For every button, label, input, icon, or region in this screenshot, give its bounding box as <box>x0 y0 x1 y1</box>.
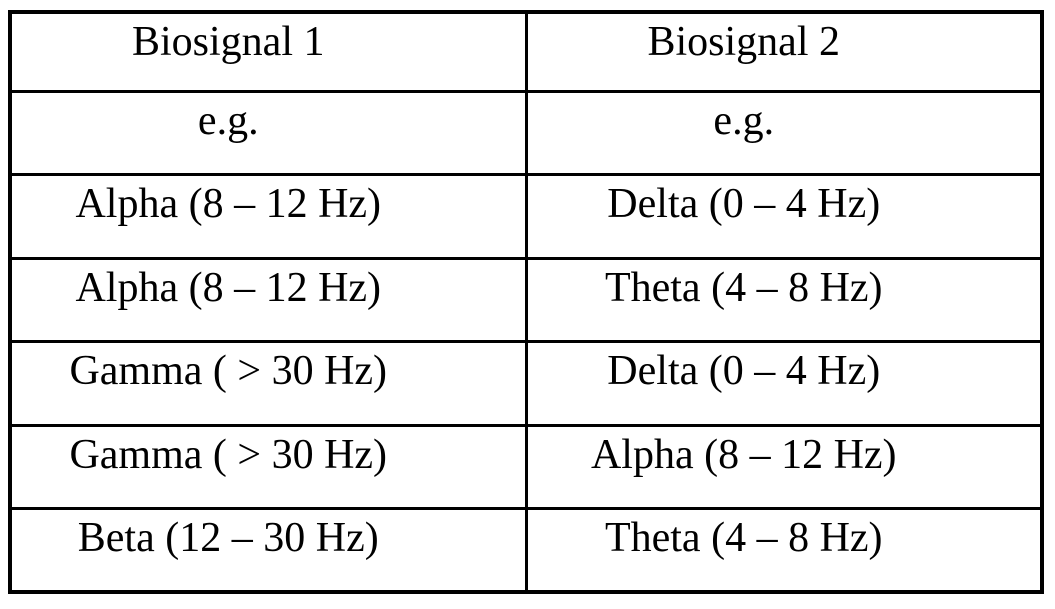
biosignal-table: Biosignal 1 Biosignal 2 e.g. e.g. Alpha … <box>8 10 1044 594</box>
column-header-biosignal-1: Biosignal 1 <box>8 10 528 93</box>
table-header-row: Biosignal 1 Biosignal 2 <box>8 10 1044 93</box>
table-cell: Gamma ( > 30 Hz) <box>8 423 528 510</box>
table-row: Gamma ( > 30 Hz) Alpha (8 – 12 Hz) <box>8 423 1044 510</box>
table-cell: Theta (4 – 8 Hz) <box>524 256 1044 343</box>
table-row: Beta (12 – 30 Hz) Theta (4 – 8 Hz) <box>8 507 1044 594</box>
table-row: Gamma ( > 30 Hz) Delta (0 – 4 Hz) <box>8 340 1044 427</box>
table-cell: Beta (12 – 30 Hz) <box>8 507 528 594</box>
column-header-biosignal-2: Biosignal 2 <box>524 10 1044 93</box>
table-cell: e.g. <box>8 89 528 176</box>
table-cell: Alpha (8 – 12 Hz) <box>8 256 528 343</box>
table-cell: Alpha (8 – 12 Hz) <box>8 173 528 260</box>
table-row: Alpha (8 – 12 Hz) Delta (0 – 4 Hz) <box>8 173 1044 260</box>
table-cell: Alpha (8 – 12 Hz) <box>524 423 1044 510</box>
table-cell: Delta (0 – 4 Hz) <box>524 340 1044 427</box>
table-cell: Theta (4 – 8 Hz) <box>524 507 1044 594</box>
table-cell: e.g. <box>524 89 1044 176</box>
table-cell: Gamma ( > 30 Hz) <box>8 340 528 427</box>
table-row: e.g. e.g. <box>8 89 1044 176</box>
table-row: Alpha (8 – 12 Hz) Theta (4 – 8 Hz) <box>8 256 1044 343</box>
table-cell: Delta (0 – 4 Hz) <box>524 173 1044 260</box>
